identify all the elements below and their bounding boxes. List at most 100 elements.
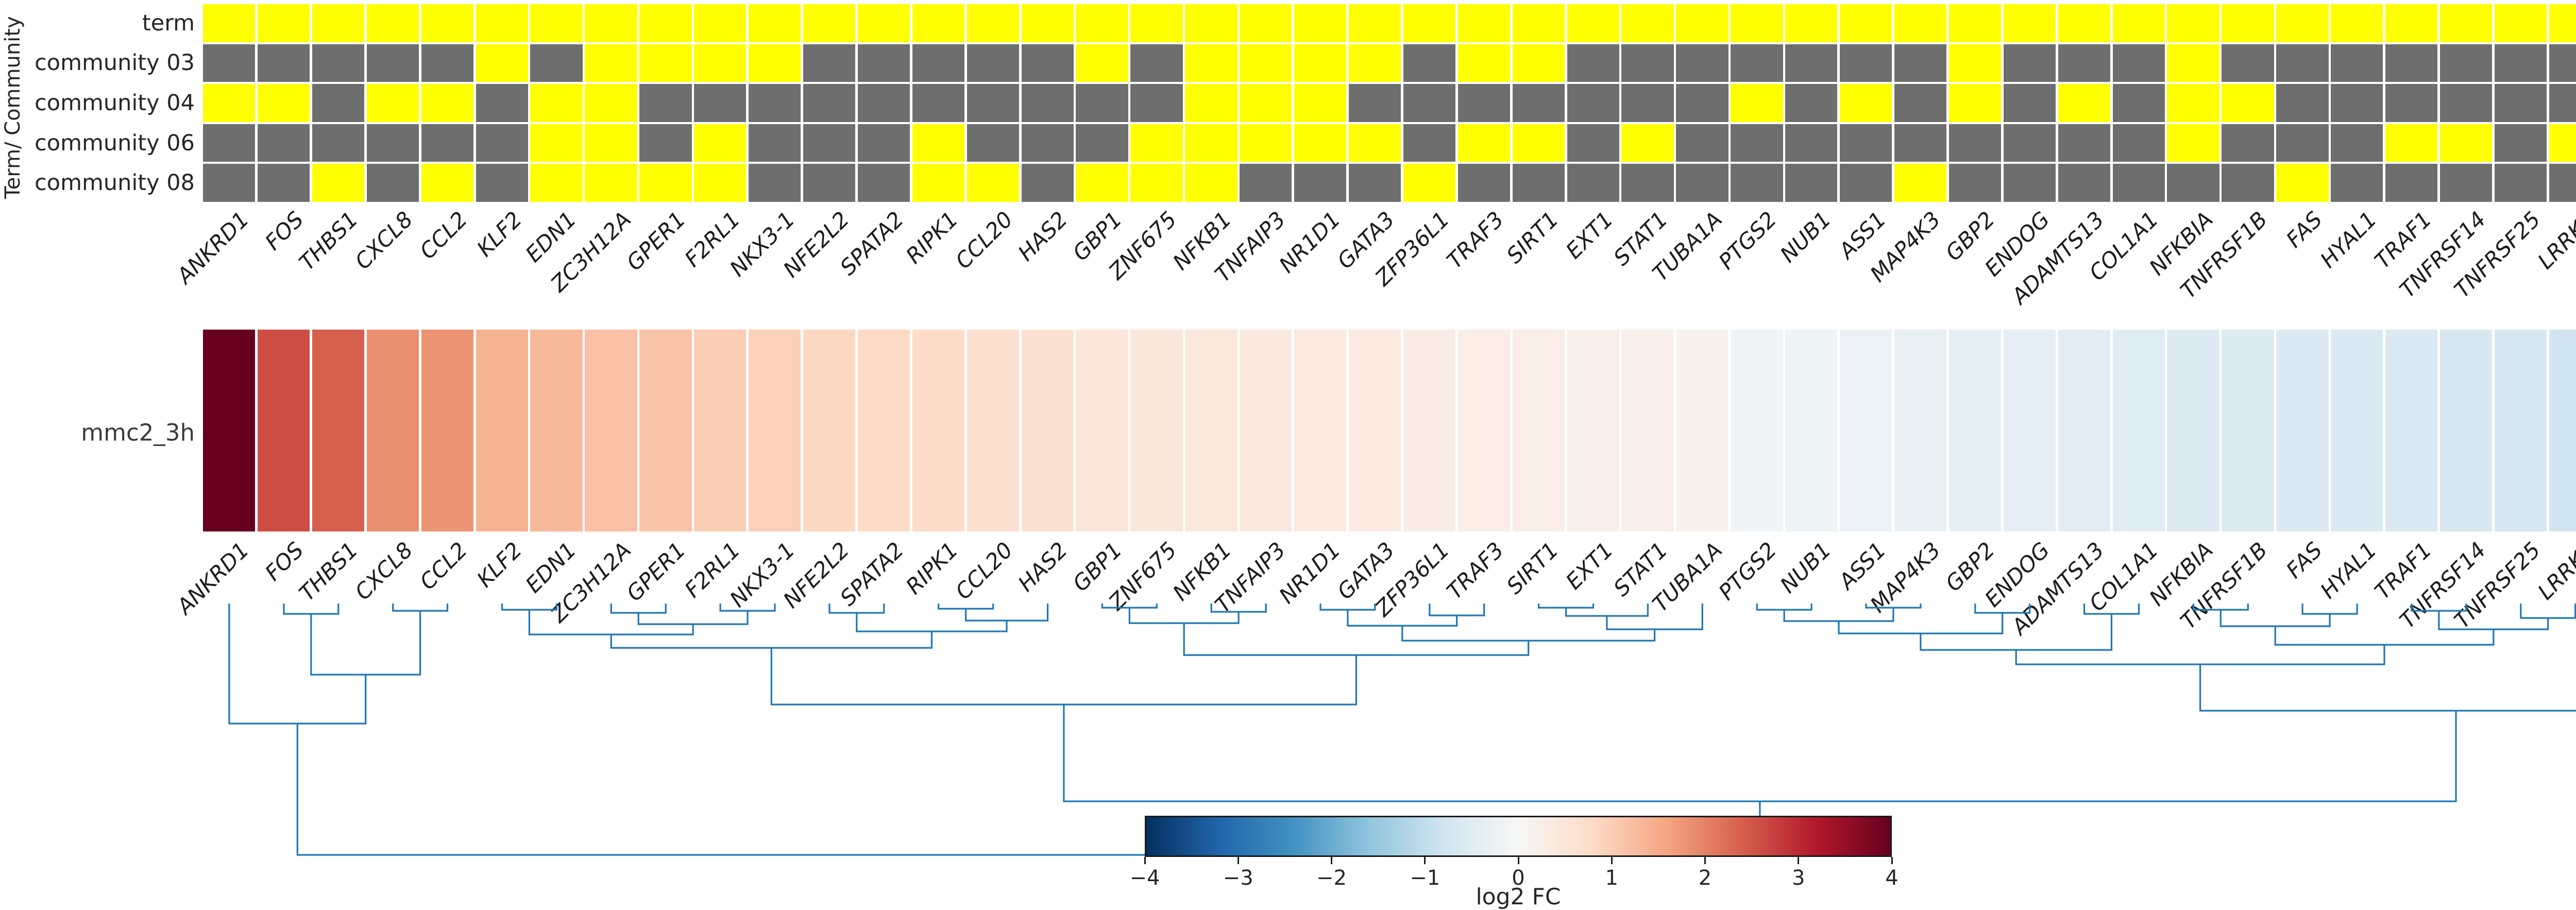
heatmap-cell [2058, 164, 2110, 202]
row-label: community 04 [35, 90, 195, 116]
heatmap-cell [1840, 44, 1892, 82]
heatmap-cell [1185, 124, 1238, 162]
heatmap-cell [2112, 84, 2165, 122]
heatmap-cell [1894, 124, 1947, 162]
heatmap-cell [2222, 84, 2274, 122]
heatmap-cell [1785, 84, 1838, 122]
fc-heatmap-cell [530, 330, 583, 531]
heatmap-cell [1240, 124, 1292, 162]
heatmap-cell [1076, 4, 1128, 42]
heatmap-cell [2276, 164, 2329, 202]
heatmap-cell [476, 4, 528, 42]
heatmap-cell [1676, 44, 1728, 82]
colorbar-tick-label: 0 [1512, 866, 1525, 890]
heatmap-cell [1130, 84, 1183, 122]
heatmap-cell [2549, 84, 2576, 122]
heatmap-cell [366, 44, 419, 82]
heatmap-cell [803, 84, 856, 122]
heatmap-cell [421, 164, 473, 202]
heatmap-cell [2549, 164, 2576, 202]
colorbar-tick-label: −4 [1129, 866, 1160, 890]
heatmap-cell [857, 4, 910, 42]
heatmap-cell [1785, 44, 1838, 82]
heatmap-cell [1512, 4, 1565, 42]
heatmap-cell [203, 164, 256, 202]
heatmap-cell [639, 44, 692, 82]
heatmap-cell [1458, 4, 1511, 42]
heatmap-cell [1348, 4, 1401, 42]
heatmap-cell [2494, 84, 2547, 122]
fc-heatmap-cell [1512, 330, 1565, 531]
heatmap-cell [1403, 124, 1456, 162]
heatmap-cell [2222, 124, 2274, 162]
heatmap-cell [1458, 164, 1511, 202]
heatmap-cell [257, 4, 310, 42]
heatmap-cell [2385, 4, 2438, 42]
colorbar-title: log2 FC [1476, 884, 1561, 910]
fc-heatmap-cell [1785, 330, 1838, 531]
heatmap-cell [1021, 44, 1074, 82]
heatmap-cell [1731, 124, 1783, 162]
colorbar-tick-label: −2 [1316, 866, 1347, 890]
fc-heatmap-cell [749, 330, 801, 531]
heatmap-cell [2331, 164, 2383, 202]
fc-heatmap-cell [1894, 330, 1947, 531]
fc-heatmap-cell [421, 330, 473, 531]
heatmap-cell [1894, 84, 1947, 122]
heatmap-cell [312, 124, 365, 162]
fc-heatmap-cell [1948, 330, 2002, 531]
heatmap-cell [912, 4, 965, 42]
fc-heatmap-cell [803, 330, 856, 531]
heatmap-cell [2112, 164, 2165, 202]
heatmap-cell [366, 164, 419, 202]
heatmap-cell [1948, 4, 2002, 42]
heatmap-cell [1240, 164, 1292, 202]
fc-heatmap-cell [476, 330, 528, 531]
fc-heatmap-cell [1021, 330, 1074, 531]
heatmap-cell [1894, 164, 1947, 202]
fc-heatmap-cell [2112, 330, 2165, 531]
colorbar-tick-label: 1 [1605, 866, 1618, 890]
heatmap-cell [530, 164, 583, 202]
fc-heatmap-cell [366, 330, 419, 531]
heatmap-cell [2003, 44, 2056, 82]
heatmap-cell [2331, 4, 2383, 42]
heatmap-cell [421, 84, 473, 122]
heatmap-cell [2167, 44, 2219, 82]
heatmap-cell [1403, 164, 1456, 202]
colorbar-tick-label: 3 [1792, 866, 1805, 890]
heatmap-cell [2385, 44, 2438, 82]
heatmap-cell [1676, 124, 1728, 162]
heatmap-cell [2331, 84, 2383, 122]
fc-heatmap-cell [203, 330, 256, 531]
heatmap-cell [639, 4, 692, 42]
heatmap-cell [1130, 124, 1183, 162]
heatmap-cell [530, 84, 583, 122]
heatmap-cell [2167, 84, 2219, 122]
fc-heatmap-cell [1621, 330, 1674, 531]
heatmap-cell [1512, 44, 1565, 82]
heatmap-cell [257, 44, 310, 82]
heatmap-cell [421, 44, 473, 82]
fc-heatmap-cell [1130, 330, 1183, 531]
heatmap-cell [1948, 44, 2002, 82]
heatmap-cell [967, 4, 1019, 42]
fc-heatmap-cell [857, 330, 910, 531]
heatmap-cell [749, 84, 801, 122]
heatmap-cell [1840, 124, 1892, 162]
heatmap-cell [1512, 124, 1565, 162]
fc-heatmap-cell [1458, 330, 1511, 531]
colorbar-tick-mark [1611, 857, 1613, 864]
heatmap-cell [585, 84, 637, 122]
heatmap-cell [1185, 4, 1238, 42]
heatmap-cell [2439, 4, 2493, 42]
heatmap-cell [1567, 4, 1619, 42]
heatmap-cell [476, 44, 528, 82]
heatmap-cell [203, 44, 256, 82]
heatmap-cell [803, 124, 856, 162]
fc-heatmap-cell [2439, 330, 2493, 531]
heatmap-cell [1076, 164, 1128, 202]
heatmap-cell [803, 4, 856, 42]
heatmap-cell [312, 4, 365, 42]
heatmap-cell [2494, 4, 2547, 42]
